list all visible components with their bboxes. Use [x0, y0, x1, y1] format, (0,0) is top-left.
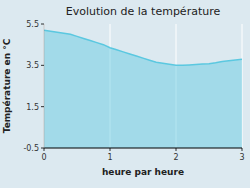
plot-area	[44, 30, 242, 148]
y-tick-label: 3.5	[26, 61, 39, 70]
y-tick-label: 1.5	[26, 103, 39, 112]
y-tick	[41, 106, 44, 107]
y-tick	[41, 24, 44, 25]
background	[0, 0, 250, 188]
y-axis-label: Température en °C	[2, 38, 12, 133]
chart: 0 1 2 3 -0.5 1.5 3.5 5.5 Evolution de la tempéra…	[0, 0, 250, 188]
y-tick	[41, 148, 44, 149]
x-tick	[44, 148, 45, 151]
x-axis-label: heure par heure	[102, 167, 184, 177]
area-fill	[44, 30, 242, 148]
y-tick-label: 5.5	[26, 20, 39, 29]
x-tick-label: 1	[107, 153, 112, 162]
x-tick-label: 2	[173, 153, 178, 162]
y-axis	[44, 24, 45, 148]
title: Evolution de la température	[66, 5, 221, 18]
x-tick	[110, 148, 111, 151]
x-tick-label: 3	[239, 153, 244, 162]
x-tick-label: 0	[41, 153, 46, 162]
x-tick	[242, 148, 243, 151]
y-tick	[41, 65, 44, 66]
y-tick-label: -0.5	[23, 144, 39, 153]
x-tick	[176, 148, 177, 151]
line	[44, 30, 242, 65]
x-axis	[44, 148, 242, 149]
